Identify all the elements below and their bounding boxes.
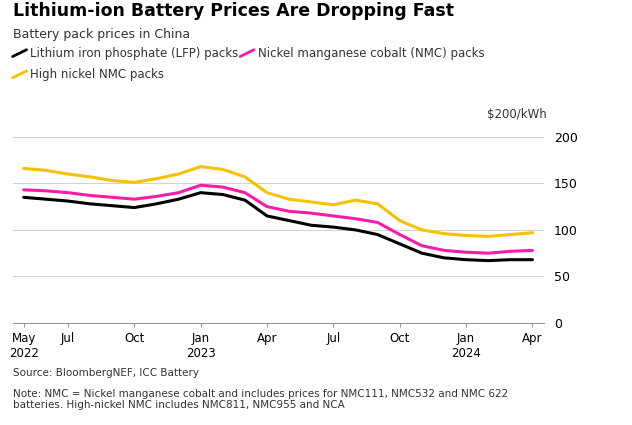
Text: Battery pack prices in China: Battery pack prices in China	[13, 28, 190, 41]
Text: High nickel NMC packs: High nickel NMC packs	[30, 68, 164, 81]
Text: Lithium-ion Battery Prices Are Dropping Fast: Lithium-ion Battery Prices Are Dropping …	[13, 2, 454, 20]
Text: Source: BloombergNEF, ICC Battery: Source: BloombergNEF, ICC Battery	[13, 368, 198, 378]
Text: Lithium iron phosphate (LFP) packs: Lithium iron phosphate (LFP) packs	[30, 47, 239, 60]
Text: $200/kWh: $200/kWh	[487, 108, 547, 121]
Text: Note: NMC = Nickel manganese cobalt and includes prices for NMC111, NMC532 and N: Note: NMC = Nickel manganese cobalt and …	[13, 389, 508, 411]
Text: Nickel manganese cobalt (NMC) packs: Nickel manganese cobalt (NMC) packs	[258, 47, 485, 60]
